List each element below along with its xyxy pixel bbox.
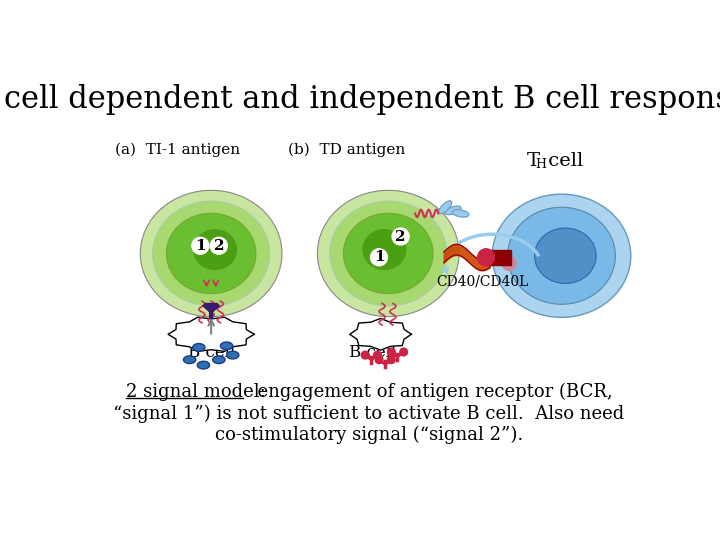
Text: 1: 1	[195, 239, 206, 253]
Circle shape	[371, 249, 387, 266]
Text: (b)  TD antigen: (b) TD antigen	[288, 143, 405, 157]
Text: 2: 2	[395, 230, 406, 244]
Text: engagement of antigen receptor (BCR,: engagement of antigen receptor (BCR,	[246, 383, 613, 401]
Ellipse shape	[153, 201, 270, 306]
Circle shape	[503, 256, 516, 271]
Text: 2 signal model:: 2 signal model:	[127, 383, 266, 401]
Ellipse shape	[166, 213, 256, 293]
Ellipse shape	[452, 210, 469, 217]
Circle shape	[192, 237, 209, 254]
Ellipse shape	[212, 356, 225, 363]
Circle shape	[400, 348, 408, 356]
Text: (a)  TI-1 antigen: (a) TI-1 antigen	[115, 143, 240, 157]
Text: H: H	[535, 158, 546, 171]
Ellipse shape	[197, 361, 210, 369]
Ellipse shape	[227, 351, 239, 359]
Text: cell: cell	[542, 152, 583, 170]
Circle shape	[477, 249, 495, 266]
Text: T cell dependent and independent B cell responses: T cell dependent and independent B cell …	[0, 84, 720, 115]
Circle shape	[387, 348, 395, 356]
Circle shape	[375, 356, 383, 363]
Text: 2: 2	[214, 239, 224, 253]
Ellipse shape	[508, 207, 616, 304]
Ellipse shape	[343, 213, 433, 293]
Text: T: T	[527, 152, 540, 170]
Ellipse shape	[445, 206, 461, 215]
Ellipse shape	[318, 190, 459, 316]
Ellipse shape	[492, 194, 631, 318]
Circle shape	[387, 356, 395, 363]
Ellipse shape	[220, 342, 233, 350]
Circle shape	[210, 237, 228, 254]
Text: B cell: B cell	[187, 345, 235, 361]
Ellipse shape	[438, 201, 451, 214]
Text: co-stimulatory signal (“signal 2”).: co-stimulatory signal (“signal 2”).	[215, 426, 523, 444]
Ellipse shape	[184, 356, 196, 363]
Text: B cell: B cell	[349, 345, 397, 361]
Text: “signal 1”) is not sufficient to activate B cell.  Also need: “signal 1”) is not sufficient to activat…	[113, 404, 625, 423]
Ellipse shape	[363, 230, 406, 269]
Text: CD40/CD40L: CD40/CD40L	[436, 275, 528, 289]
Ellipse shape	[534, 228, 596, 284]
Ellipse shape	[193, 343, 205, 351]
Text: 1: 1	[374, 251, 384, 264]
Polygon shape	[205, 303, 217, 311]
Bar	[487, 249, 510, 265]
Circle shape	[361, 351, 369, 359]
Polygon shape	[350, 319, 411, 350]
Circle shape	[392, 228, 409, 245]
Polygon shape	[168, 317, 254, 352]
Ellipse shape	[140, 190, 282, 316]
Circle shape	[374, 351, 382, 359]
Ellipse shape	[330, 201, 447, 306]
Ellipse shape	[194, 230, 237, 269]
